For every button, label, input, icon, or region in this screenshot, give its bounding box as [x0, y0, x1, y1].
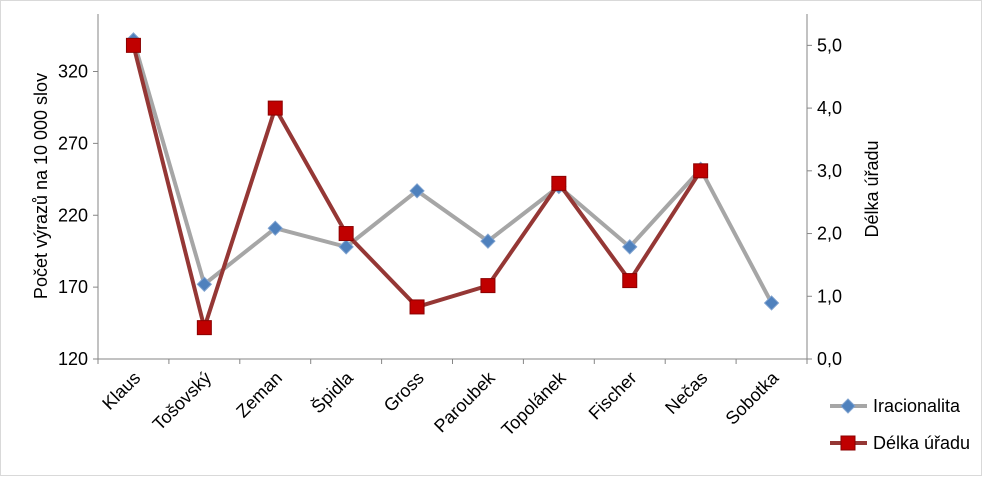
data-point-square: [338, 226, 354, 242]
x-tick-label: Tošovský: [149, 368, 215, 434]
y-tick-label: 220: [58, 205, 88, 225]
y2-tick-label: 1,0: [817, 286, 842, 306]
x-tick-label: Topolánek: [497, 367, 570, 440]
data-point-square: [622, 273, 638, 289]
x-tick-label: Klaus: [98, 368, 144, 414]
y2-tick-label: 3,0: [817, 161, 842, 181]
y-tick-label: 120: [58, 349, 88, 369]
x-tick-label: Paroubek: [430, 367, 499, 436]
series-layer: [125, 32, 780, 336]
x-tick-label: Fischer: [585, 368, 641, 424]
x-tick-label: Sobotka: [722, 367, 784, 429]
series-line-0: [131, 39, 774, 304]
data-point-square: [551, 175, 567, 191]
y-tick-label: 270: [58, 133, 88, 153]
y-tick-label: 320: [58, 62, 88, 82]
data-point-square: [480, 278, 496, 294]
legend-marker-square: [840, 435, 856, 451]
data-point-square: [125, 37, 141, 53]
data-point-square: [196, 320, 212, 336]
x-tick-label: Nečas: [661, 368, 711, 418]
x-tick-label: Zeman: [232, 368, 286, 422]
legend-label-1: Délka úřadu: [873, 433, 970, 453]
data-point-square: [409, 299, 425, 315]
y2-tick-label: 4,0: [817, 98, 842, 118]
y2-tick-label: 0,0: [817, 349, 842, 369]
y2-tick-label: 2,0: [817, 224, 842, 244]
y2-tick-label: 5,0: [817, 35, 842, 55]
legend-label-0: Iracionalita: [873, 396, 961, 416]
data-point-diamond: [763, 295, 780, 311]
data-point-diamond: [267, 220, 283, 236]
data-point-diamond: [622, 239, 638, 255]
data-point-diamond: [409, 183, 425, 199]
legend-marker-diamond: [840, 398, 856, 414]
y-tick-label: 170: [58, 277, 88, 297]
y2-axis-label: Délka úřadu: [862, 140, 882, 237]
data-point-square: [693, 163, 709, 179]
x-tick-label: Gross: [380, 368, 428, 416]
legend: Iracionalita Délka úřadu: [830, 396, 970, 453]
data-point-diamond: [338, 239, 354, 255]
data-point-diamond: [196, 276, 213, 292]
data-point-square: [267, 100, 283, 116]
y-axis-label: Počet výrazů na 10 000 slov: [31, 73, 51, 299]
x-tick-label: Špidla: [307, 366, 358, 417]
data-point-diamond: [480, 233, 496, 249]
